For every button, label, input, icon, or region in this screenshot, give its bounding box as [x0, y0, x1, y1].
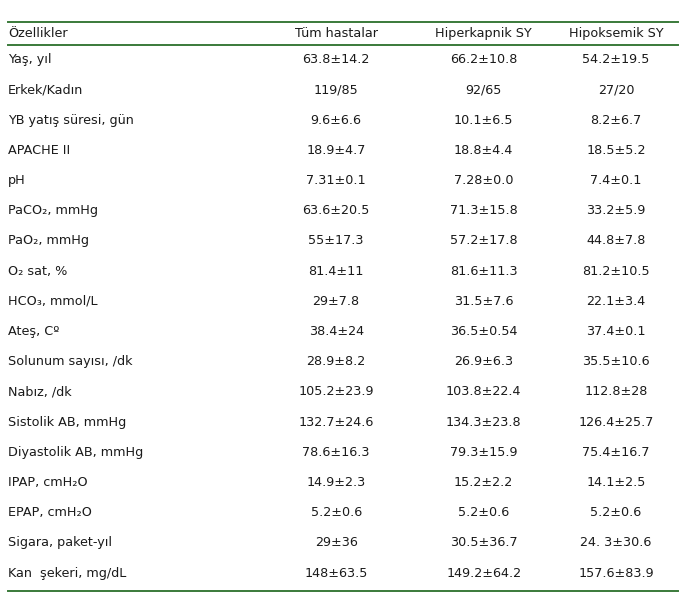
- Text: 105.2±23.9: 105.2±23.9: [298, 386, 374, 398]
- Text: Hiperkapnik SY: Hiperkapnik SY: [435, 27, 532, 39]
- Text: pH: pH: [8, 174, 26, 187]
- Text: IPAP, cmH₂O: IPAP, cmH₂O: [8, 476, 88, 489]
- Text: 35.5±10.6: 35.5±10.6: [582, 355, 650, 368]
- Text: 63.8±14.2: 63.8±14.2: [303, 53, 370, 66]
- Text: 36.5±0.54: 36.5±0.54: [450, 325, 517, 338]
- Text: 7.31±0.1: 7.31±0.1: [307, 174, 366, 187]
- Text: 66.2±10.8: 66.2±10.8: [450, 53, 517, 66]
- Text: 7.28±0.0: 7.28±0.0: [454, 174, 513, 187]
- Text: PaO₂, mmHg: PaO₂, mmHg: [8, 234, 89, 248]
- Text: Diyastolik AB, mmHg: Diyastolik AB, mmHg: [8, 446, 143, 459]
- Text: 149.2±64.2: 149.2±64.2: [446, 567, 521, 579]
- Text: Hipoksemik SY: Hipoksemik SY: [569, 27, 663, 39]
- Text: Solunum sayısı, /dk: Solunum sayısı, /dk: [8, 355, 132, 368]
- Text: 5.2±0.6: 5.2±0.6: [458, 507, 509, 519]
- Text: 18.8±4.4: 18.8±4.4: [454, 144, 513, 157]
- Text: 78.6±16.3: 78.6±16.3: [303, 446, 370, 459]
- Text: 30.5±36.7: 30.5±36.7: [450, 536, 517, 550]
- Text: HCO₃, mmol/L: HCO₃, mmol/L: [8, 295, 97, 308]
- Text: PaCO₂, mmHg: PaCO₂, mmHg: [8, 205, 98, 217]
- Text: 157.6±83.9: 157.6±83.9: [578, 567, 654, 579]
- Text: Sistolik AB, mmHg: Sistolik AB, mmHg: [8, 416, 126, 429]
- Text: Özellikler: Özellikler: [8, 27, 68, 39]
- Text: 29±36: 29±36: [315, 536, 357, 550]
- Text: 81.6±11.3: 81.6±11.3: [450, 265, 517, 277]
- Text: 31.5±7.6: 31.5±7.6: [454, 295, 513, 308]
- Text: 103.8±22.4: 103.8±22.4: [446, 386, 521, 398]
- Text: 79.3±15.9: 79.3±15.9: [450, 446, 517, 459]
- Text: 14.1±2.5: 14.1±2.5: [587, 476, 646, 489]
- Text: 92/65: 92/65: [465, 84, 502, 96]
- Text: EPAP, cmH₂O: EPAP, cmH₂O: [8, 507, 92, 519]
- Text: 18.9±4.7: 18.9±4.7: [307, 144, 366, 157]
- Text: 5.2±0.6: 5.2±0.6: [591, 507, 641, 519]
- Text: Kan  şekeri, mg/dL: Kan şekeri, mg/dL: [8, 567, 126, 579]
- Text: Tüm hastalar: Tüm hastalar: [295, 27, 377, 39]
- Text: 33.2±5.9: 33.2±5.9: [587, 205, 646, 217]
- Text: 148±63.5: 148±63.5: [305, 567, 368, 579]
- Text: 10.1±6.5: 10.1±6.5: [454, 114, 513, 127]
- Text: Sigara, paket-yıl: Sigara, paket-yıl: [8, 536, 113, 550]
- Text: 24. 3±30.6: 24. 3±30.6: [580, 536, 652, 550]
- Text: Yaş, yıl: Yaş, yıl: [8, 53, 51, 66]
- Text: 54.2±19.5: 54.2±19.5: [582, 53, 650, 66]
- Text: 126.4±25.7: 126.4±25.7: [578, 416, 654, 429]
- Text: 63.6±20.5: 63.6±20.5: [303, 205, 370, 217]
- Text: 8.2±6.7: 8.2±6.7: [591, 114, 641, 127]
- Text: 37.4±0.1: 37.4±0.1: [587, 325, 646, 338]
- Text: 81.2±10.5: 81.2±10.5: [582, 265, 650, 277]
- Text: Nabız, /dk: Nabız, /dk: [8, 386, 72, 398]
- Text: 44.8±7.8: 44.8±7.8: [587, 234, 646, 248]
- Text: 14.9±2.3: 14.9±2.3: [307, 476, 366, 489]
- Text: APACHE II: APACHE II: [8, 144, 71, 157]
- Text: 15.2±2.2: 15.2±2.2: [454, 476, 513, 489]
- Text: Ateş, Cº: Ateş, Cº: [8, 325, 60, 338]
- Text: 9.6±6.6: 9.6±6.6: [311, 114, 362, 127]
- Text: 26.9±6.3: 26.9±6.3: [454, 355, 513, 368]
- Text: 22.1±3.4: 22.1±3.4: [587, 295, 646, 308]
- Text: 28.9±8.2: 28.9±8.2: [307, 355, 366, 368]
- Text: YB yatış süresi, gün: YB yatış süresi, gün: [8, 114, 134, 127]
- Text: 29±7.8: 29±7.8: [313, 295, 359, 308]
- Text: 18.5±5.2: 18.5±5.2: [587, 144, 646, 157]
- Text: 132.7±24.6: 132.7±24.6: [298, 416, 374, 429]
- Text: 55±17.3: 55±17.3: [309, 234, 364, 248]
- Text: 71.3±15.8: 71.3±15.8: [450, 205, 517, 217]
- Text: 57.2±17.8: 57.2±17.8: [450, 234, 517, 248]
- Text: Erkek/Kadın: Erkek/Kadın: [8, 84, 84, 96]
- Text: 5.2±0.6: 5.2±0.6: [311, 507, 362, 519]
- Text: 27/20: 27/20: [598, 84, 635, 96]
- Text: 119/85: 119/85: [314, 84, 359, 96]
- Text: 38.4±24: 38.4±24: [309, 325, 364, 338]
- Text: 112.8±28: 112.8±28: [584, 386, 648, 398]
- Text: 81.4±11: 81.4±11: [309, 265, 364, 277]
- Text: O₂ sat, %: O₂ sat, %: [8, 265, 68, 277]
- Text: 75.4±16.7: 75.4±16.7: [582, 446, 650, 459]
- Text: 7.4±0.1: 7.4±0.1: [591, 174, 641, 187]
- Text: 134.3±23.8: 134.3±23.8: [446, 416, 521, 429]
